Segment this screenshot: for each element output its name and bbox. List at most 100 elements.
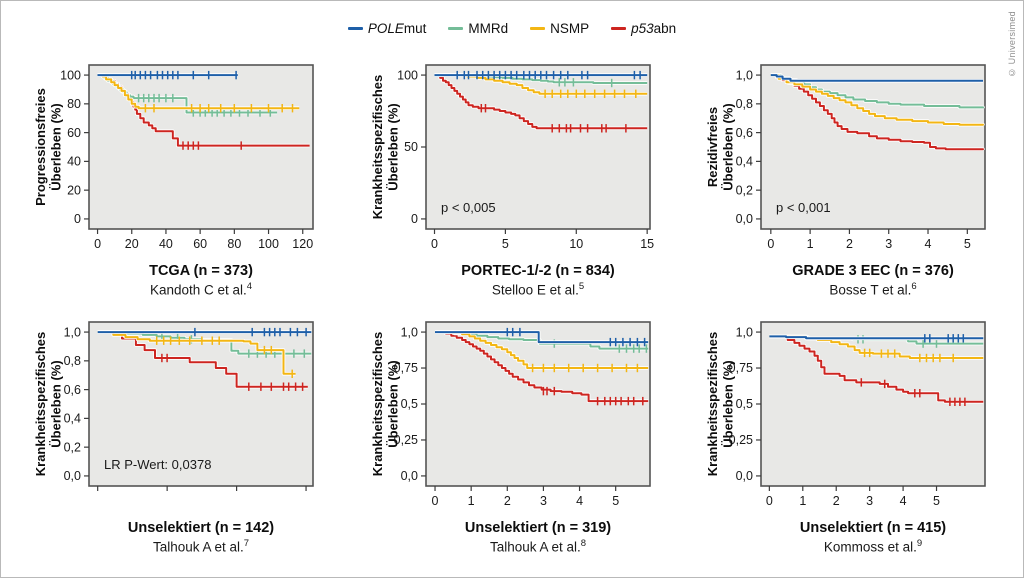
svg-text:Krankheitsspezifisches: Krankheitsspezifisches	[33, 332, 48, 477]
svg-text:3: 3	[866, 494, 873, 508]
svg-text:4: 4	[900, 494, 907, 508]
svg-text:0,2: 0,2	[64, 440, 81, 454]
reference-number: 6	[911, 281, 917, 293]
svg-text:0: 0	[431, 237, 438, 251]
svg-text:50: 50	[404, 140, 418, 154]
svg-text:0,8: 0,8	[736, 97, 753, 111]
svg-text:40: 40	[67, 155, 81, 169]
svg-text:Überleben (%): Überleben (%)	[721, 360, 736, 447]
svg-text:0,75: 0,75	[394, 361, 418, 375]
svg-text:0,6: 0,6	[736, 126, 753, 140]
svg-text:1: 1	[468, 494, 475, 508]
reference-number: 7	[243, 538, 250, 550]
panel-reference: Bosse T et al.6	[829, 281, 917, 298]
svg-text:0,4: 0,4	[64, 412, 81, 426]
reference-number: 8	[580, 538, 587, 550]
svg-text:10: 10	[569, 237, 583, 251]
svg-text:0: 0	[74, 212, 81, 226]
km-panel-portec: 0 50 100 0 5 10 15 Krankheitsspezifisches Überle…	[366, 59, 666, 299]
panel-title: Unselektiert (n = 319)	[464, 520, 612, 536]
svg-text:Überleben (%): Überleben (%)	[49, 360, 64, 447]
svg-text:2: 2	[846, 237, 853, 251]
km-panel-unselektiert-142: 0,0 0,2 0,4 0,6 0,8 1,0 Krankheitsspezifisches…	[29, 316, 329, 556]
svg-text:1,0: 1,0	[736, 325, 753, 339]
svg-text:4: 4	[576, 494, 583, 508]
svg-text:2: 2	[833, 494, 840, 508]
panel-title: PORTEC-1/-2 (n = 834)	[461, 263, 615, 279]
svg-text:1,0: 1,0	[736, 68, 753, 82]
svg-text:0: 0	[411, 212, 418, 226]
panel-reference: Kandoth C et al.4	[149, 281, 253, 298]
panel-reference: Talhouk A et al.8	[489, 538, 587, 555]
svg-text:Überleben (%): Überleben (%)	[49, 103, 64, 190]
svg-text:1: 1	[799, 494, 806, 508]
svg-text:100: 100	[60, 68, 81, 82]
panel-title: TCGA (n = 373)	[149, 263, 253, 279]
polemut-line-swatch	[347, 27, 363, 30]
legend-item-mmrd: MMRd	[448, 21, 508, 36]
panel-caption: PORTEC-1/-2 (n = 834) Stelloo E et al.5	[426, 262, 650, 299]
panel-caption: GRADE 3 EEC (n = 376) Bosse T et al.6	[761, 262, 985, 299]
legend-label-p53abn: p53abn	[631, 21, 677, 36]
svg-text:0,25: 0,25	[729, 433, 753, 447]
km-chart-unselektiert-319: 0,0 0,25 0,5 0,75 1,0 0 1 2 3 4 5 Krankheitsspezifi…	[370, 321, 651, 508]
legend-label-nsmp: NSMP	[550, 21, 590, 36]
panel-caption: Unselektiert (n = 319) Talhouk A et al.8	[426, 519, 650, 556]
svg-text:5: 5	[612, 494, 619, 508]
svg-text:p < 0,001: p < 0,001	[776, 200, 831, 215]
km-chart-grade3-eec: 0,0 0,2 0,4 0,6 0,8 1,0 0 1 2 3 4 5 Rezidivfreies Übe…	[705, 64, 986, 251]
svg-text:60: 60	[67, 126, 81, 140]
reference-number: 9	[916, 538, 923, 550]
panel-reference: Stelloo E et al.5	[491, 281, 585, 298]
svg-text:0,5: 0,5	[401, 397, 418, 411]
km-chart-unselektiert-142: 0,0 0,2 0,4 0,6 0,8 1,0 Krankheitsspezifisches…	[33, 321, 314, 491]
svg-text:Krankheitsspezifisches: Krankheitsspezifisches	[705, 332, 720, 477]
legend-item-nsmp: NSMP	[530, 21, 589, 36]
copyright-note: © Universimed	[1007, 11, 1017, 78]
svg-text:0: 0	[766, 494, 773, 508]
svg-text:80: 80	[227, 237, 241, 251]
km-chart-tcga: 0 20 40 60 80 100 0 20 40 60 80 100 120 Progressionsf…	[33, 64, 314, 251]
svg-text:0,0: 0,0	[64, 469, 81, 483]
mmrd-line-swatch	[448, 27, 464, 30]
svg-text:40: 40	[159, 237, 173, 251]
svg-text:0,8: 0,8	[64, 354, 81, 368]
svg-text:0: 0	[767, 237, 774, 251]
svg-text:0: 0	[94, 237, 101, 251]
svg-text:2: 2	[504, 494, 511, 508]
svg-text:20: 20	[67, 183, 81, 197]
svg-text:20: 20	[125, 237, 139, 251]
svg-text:Krankheitsspezifisches: Krankheitsspezifisches	[370, 75, 385, 220]
svg-text:LR P-Wert: 0,0378: LR P-Wert: 0,0378	[104, 457, 211, 472]
panel-caption: Unselektiert (n = 415) Kommoss et al.9	[761, 519, 985, 556]
svg-text:p < 0,005: p < 0,005	[441, 200, 496, 215]
km-chart-portec: 0 50 100 0 5 10 15 Krankheitsspezifisches Überle…	[370, 64, 654, 251]
km-panel-grade3-eec: 0,0 0,2 0,4 0,6 0,8 1,0 0 1 2 3 4 5 Rezidivfreies Übe…	[701, 59, 1001, 299]
svg-text:0,0: 0,0	[401, 469, 418, 483]
svg-text:120: 120	[292, 237, 313, 251]
panel-reference: Kommoss et al.9	[823, 538, 923, 555]
svg-text:0: 0	[432, 494, 439, 508]
svg-text:15: 15	[640, 237, 654, 251]
reference-number: 4	[246, 281, 253, 293]
km-panel-unselektiert-415: 0,0 0,25 0,5 0,75 1,0 0 1 2 3 4 5 Krankheitsspezifi…	[701, 316, 1001, 556]
legend-label-mmrd: MMRd	[468, 21, 509, 36]
svg-text:5: 5	[933, 494, 940, 508]
nsmp-line-swatch	[530, 27, 546, 30]
legend-item-p53abn: p53abn	[611, 21, 676, 36]
km-panel-tcga: 0 20 40 60 80 100 0 20 40 60 80 100 120 Progressionsf…	[29, 59, 329, 299]
svg-text:100: 100	[397, 68, 418, 82]
svg-text:0,75: 0,75	[729, 361, 753, 375]
legend-item-polemut: POLEmut	[347, 21, 426, 36]
svg-text:0,0: 0,0	[736, 212, 753, 226]
svg-text:1: 1	[807, 237, 814, 251]
svg-text:0,25: 0,25	[394, 433, 418, 447]
svg-text:60: 60	[193, 237, 207, 251]
svg-text:0,0: 0,0	[736, 469, 753, 483]
panel-reference: Talhouk A et al.7	[152, 538, 250, 555]
legend: POLEmut MMRd NSMP p53abn	[1, 21, 1023, 36]
panel-title: Unselektiert (n = 142)	[127, 520, 275, 536]
km-chart-unselektiert-415: 0,0 0,25 0,5 0,75 1,0 0 1 2 3 4 5 Krankheitsspezifi…	[705, 321, 986, 508]
svg-text:0,5: 0,5	[736, 397, 753, 411]
